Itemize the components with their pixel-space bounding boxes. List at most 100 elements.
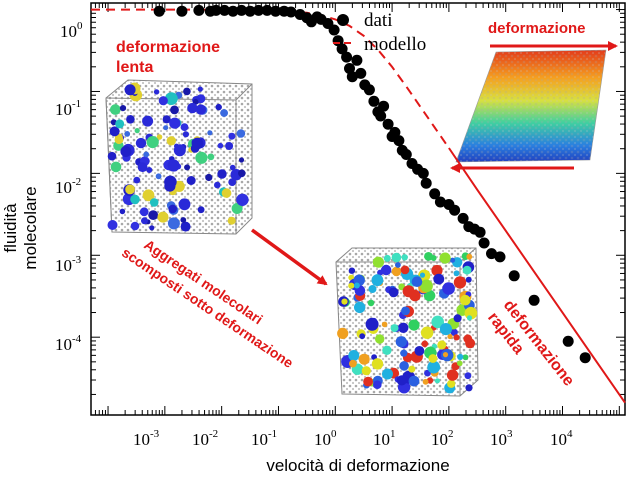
molecule-sphere: [130, 194, 140, 205]
molecule-sphere: [359, 333, 366, 340]
molecule-sphere: [465, 384, 473, 392]
molecule-sphere: [153, 89, 160, 95]
data-point: [355, 67, 367, 79]
molecule-sphere: [382, 345, 392, 355]
inset-cube-fast: [335, 247, 479, 397]
molecule-sphere: [453, 270, 460, 277]
data-point: [176, 5, 188, 17]
molecule-sphere: [187, 102, 198, 114]
molecule-sphere: [465, 276, 472, 283]
molecule-sphere: [139, 207, 149, 217]
molecule-sphere: [363, 376, 373, 387]
x-tick-label: 100: [314, 428, 337, 449]
molecule-sphere: [453, 276, 467, 289]
molecule-sphere: [408, 375, 420, 387]
data-point: [153, 5, 165, 17]
molecule-sphere: [434, 378, 440, 384]
molecule-sphere: [119, 105, 127, 112]
molecule-sphere: [207, 153, 215, 161]
data-point: [210, 4, 222, 16]
molecule-sphere: [390, 324, 399, 333]
molecule-sphere: [217, 169, 227, 179]
x-tick-label: 10-1: [251, 428, 277, 449]
molecule-sphere: [462, 354, 469, 361]
data-point: [400, 149, 412, 160]
y-tick-label: 10-1: [55, 98, 81, 119]
molecule-sphere: [398, 322, 409, 333]
molecule-sphere: [137, 162, 148, 173]
molecule-sphere: [215, 103, 222, 111]
molecule-sphere: [447, 379, 456, 388]
data-point: [420, 177, 432, 189]
data-point: [351, 54, 363, 66]
molecule-sphere: [107, 220, 118, 230]
molecule-sphere: [191, 137, 204, 150]
molecule-sphere: [423, 289, 436, 302]
data-point: [486, 248, 497, 260]
molecule-sphere: [466, 253, 473, 260]
molecule-sphere: [388, 287, 399, 298]
molecule-sphere: [217, 142, 224, 149]
molecule-sphere: [365, 317, 379, 331]
molecule-sphere: [337, 327, 349, 339]
data-point: [341, 51, 353, 63]
molecule-sphere: [367, 299, 375, 307]
data-point: [562, 335, 574, 347]
molecule-sphere: [149, 225, 155, 231]
molecule-sphere: [408, 365, 416, 373]
x-tick-labels: 10-3 10-2 10-1 100 101 102 103 104: [133, 428, 573, 449]
molecule-sphere: [348, 267, 356, 274]
molecule-sphere: [143, 151, 150, 158]
x-tick-label: 104: [550, 428, 573, 449]
molecule-sphere: [228, 132, 236, 140]
molecule-sphere: [411, 276, 423, 288]
molecule-sphere: [381, 321, 388, 328]
molecule-sphere: [236, 193, 249, 206]
molecule-sphere: [126, 115, 135, 124]
molecule-sphere: [399, 361, 409, 371]
data-point: [494, 251, 506, 263]
data-point: [253, 4, 265, 16]
x-tick-label: 10-3: [133, 428, 160, 449]
molecule-sphere: [348, 350, 360, 361]
data-point: [378, 100, 390, 112]
molecule-sphere: [142, 189, 155, 202]
molecule-sphere: [420, 279, 433, 293]
molecule-sphere: [125, 184, 135, 195]
molecule-sphere: [402, 285, 415, 298]
molecule-sphere: [433, 273, 445, 285]
molecule-sphere: [395, 336, 407, 348]
molecule-sphere: [227, 216, 236, 225]
inset-sheared-slab: [455, 49, 607, 163]
y-tick-labels: 100 10-1 10-2 10-3 10-4: [55, 20, 83, 354]
data-point: [236, 4, 247, 16]
molecule-sphere: [133, 176, 141, 184]
molecule-sphere: [449, 257, 456, 263]
molecule-sphere: [135, 137, 147, 149]
molecule-sphere: [167, 217, 180, 230]
molecule-sphere: [157, 211, 169, 223]
molecule-sphere: [462, 265, 472, 275]
molecule-sphere: [400, 265, 410, 275]
molecule-sphere: [414, 346, 425, 356]
molecule-sphere: [184, 164, 191, 171]
molecule-sphere: [450, 328, 458, 336]
molecule-sphere: [120, 146, 132, 157]
molecule-sphere: [168, 204, 177, 214]
molecule-sphere: [420, 326, 434, 339]
data-point: [368, 95, 380, 107]
molecule-sphere: [377, 269, 384, 276]
y-tick-label: 10-4: [55, 333, 82, 354]
molecule-sphere: [158, 96, 168, 106]
data-point: [434, 196, 446, 208]
molecule-sphere: [368, 285, 377, 293]
molecule-sphere: [162, 115, 171, 124]
molecule-sphere: [163, 125, 169, 131]
annotation-slow-line2: lenta: [116, 59, 153, 76]
molecule-sphere: [119, 208, 126, 215]
molecule-sphere: [221, 188, 232, 198]
data-point: [417, 167, 429, 179]
molecule-sphere: [396, 375, 407, 386]
molecule-sphere: [442, 352, 449, 358]
